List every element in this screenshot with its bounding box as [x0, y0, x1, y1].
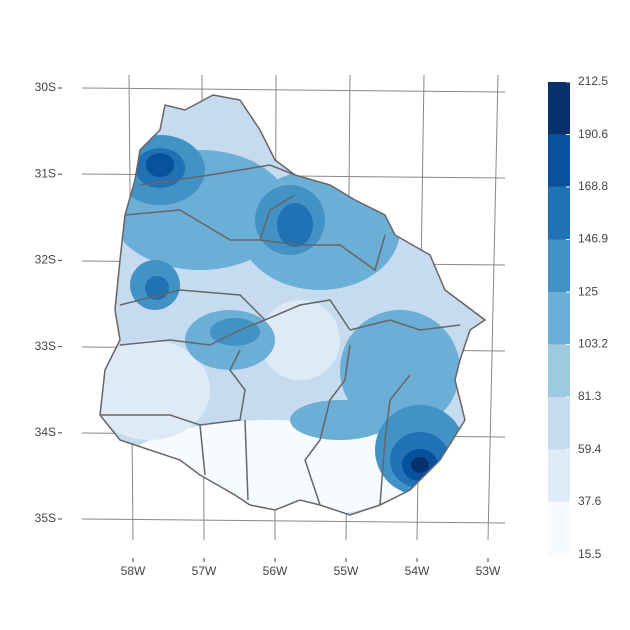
department-border	[304, 344, 351, 506]
legend-label: 125	[578, 284, 598, 298]
contour-area	[290, 400, 390, 440]
department-border	[100, 349, 246, 426]
department-border	[259, 234, 386, 272]
legend-swatch	[548, 82, 570, 135]
graticule-line	[487, 74, 499, 541]
legend-label: 190.6	[578, 127, 608, 141]
legend-swatch	[548, 186, 570, 240]
legend-label: 37.6	[578, 494, 602, 508]
department-border	[199, 419, 249, 501]
graticule-line	[81, 518, 506, 524]
department-border	[124, 194, 296, 241]
legend-swatch	[548, 292, 570, 345]
lon-label: 54W	[405, 564, 430, 578]
lon-label: 57W	[192, 564, 217, 578]
legend-swatch	[548, 501, 570, 555]
contour-area	[340, 310, 460, 430]
legend-swatch	[548, 397, 570, 450]
contour-area	[277, 203, 313, 247]
legend-label: 103.2	[578, 337, 608, 351]
lat-label: 30S	[35, 80, 56, 94]
legend-swatch	[548, 449, 570, 502]
contour-area	[260, 300, 340, 380]
lat-label: 34S	[35, 425, 56, 439]
lon-label: 55W	[334, 564, 359, 578]
department-border	[119, 319, 266, 346]
legend: 15.5 37.6 59.4 81.3 103.2 125 146.9 168.8 190.6 2…	[548, 74, 608, 561]
contour-area	[411, 457, 429, 473]
contour-fill	[100, 95, 485, 515]
country-outline	[99, 94, 487, 516]
lon-labels: 58W 57W 56W 55W 54W 53W	[121, 558, 501, 578]
lat-label: 35S	[35, 511, 56, 525]
legend-label: 81.3	[578, 389, 602, 403]
lat-labels: 30S 31S 32S 33S 34S 35S	[35, 80, 62, 525]
legend-label: 212.5	[578, 74, 608, 88]
legend-label: 168.8	[578, 179, 608, 193]
lon-label: 58W	[121, 564, 146, 578]
department-border	[349, 319, 461, 331]
lon-label: 56W	[263, 564, 288, 578]
department-border	[379, 374, 411, 506]
legend-label: 15.5	[578, 547, 602, 561]
legend-label: 146.9	[578, 232, 608, 246]
graticule-line	[81, 87, 506, 93]
legend-swatch	[548, 134, 570, 187]
lon-label: 53W	[476, 564, 501, 578]
contour-area	[146, 153, 174, 177]
department-borders	[99, 94, 487, 516]
lat-label: 31S	[35, 166, 56, 180]
legend-swatch	[548, 344, 570, 398]
department-border	[139, 164, 296, 186]
lat-label: 33S	[35, 339, 56, 353]
legend-label: 59.4	[578, 442, 602, 456]
legend-swatch	[548, 239, 570, 293]
lat-label: 32S	[35, 253, 56, 267]
